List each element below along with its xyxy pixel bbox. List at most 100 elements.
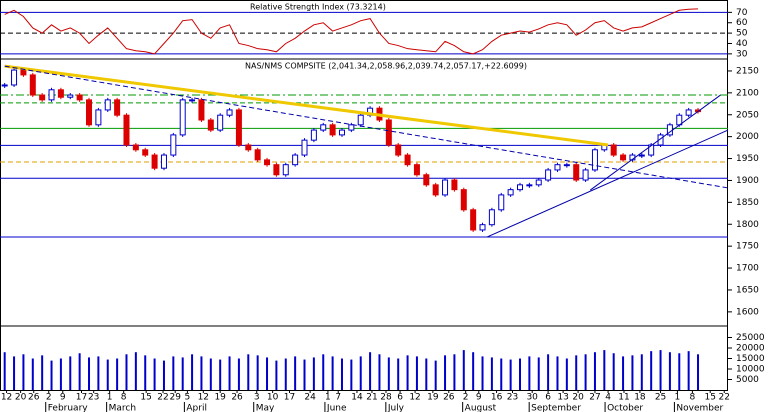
candle [329, 124, 336, 136]
candle [638, 154, 645, 157]
price-title: NAS/NMS COMPSITE (2,041.34,2,058.96,2,03… [245, 62, 527, 71]
y-tick-label: 70 [736, 8, 748, 18]
volume-bar [200, 356, 203, 390]
x-tick-label: 20 [572, 393, 584, 403]
volume-bar [359, 356, 362, 390]
volume-bar [106, 359, 109, 390]
y-tick-label: 60 [736, 18, 748, 28]
volume-bar [640, 354, 643, 390]
x-tick-label: 10 [267, 393, 279, 403]
y-tick-label: 20000 [736, 344, 765, 354]
candle [310, 129, 317, 141]
volume-bar [575, 355, 578, 390]
frame [0, 0, 728, 391]
candle [132, 144, 139, 151]
x-tick-label: 17 [284, 393, 295, 403]
x-tick-label: 7 [335, 393, 341, 403]
month-label: June [326, 404, 347, 412]
volume-bar [462, 350, 465, 390]
y-tick-label: 50 [736, 29, 748, 39]
candle [404, 154, 411, 166]
volume-bar [340, 358, 343, 390]
candle [282, 164, 289, 176]
candle [591, 149, 598, 171]
volume-bar [697, 354, 700, 390]
x-tick-label: 1 [325, 393, 331, 403]
candle [95, 109, 102, 126]
candle [563, 164, 570, 167]
candle [179, 99, 186, 136]
candle [460, 189, 467, 211]
x-tick-label: 24 [304, 393, 316, 403]
candle [151, 154, 158, 169]
volume-bar [500, 358, 503, 390]
candle [254, 149, 261, 161]
candle [11, 69, 18, 86]
volume-bar [162, 360, 165, 390]
candle [39, 94, 46, 101]
candle [573, 164, 580, 181]
candle [320, 124, 327, 131]
candle [385, 119, 392, 146]
volume-bar [472, 352, 475, 390]
volume-bar [41, 355, 44, 390]
x-tick-label: 11 [618, 393, 629, 403]
x-tick-label: 3 [254, 393, 260, 403]
x-tick-label: 13 [557, 393, 568, 403]
y-tick-label: 1700 [736, 264, 759, 274]
y-tick-label: 10000 [736, 365, 765, 375]
volume-bar [556, 356, 559, 390]
x-tick-label: 29 [169, 393, 181, 403]
x-tick-label: 9 [60, 393, 66, 403]
volume-bar [69, 356, 72, 390]
candle [273, 164, 280, 176]
x-tick-label: 26 [443, 393, 455, 403]
volume-bar [247, 354, 250, 390]
x-tick-label: 4 [605, 393, 611, 403]
volume-bar [228, 356, 231, 390]
y-tick-label: 1750 [736, 242, 759, 252]
x-tick-label: 17 [76, 393, 87, 403]
candle [264, 159, 271, 166]
x-tick-label: 30 [526, 393, 538, 403]
y-tick-label: 1900 [736, 176, 759, 186]
y-tick-label: 1950 [736, 154, 759, 164]
volume-bar [519, 358, 521, 390]
x-tick-label: 8 [121, 393, 127, 403]
volume-bar [509, 359, 512, 390]
month-label: November [676, 404, 723, 412]
x-tick-label: 5 [185, 393, 191, 403]
volume-bar [584, 354, 587, 390]
month-label: September [531, 404, 581, 412]
y-tick-label: 25000 [736, 333, 765, 343]
volume-bar [678, 353, 681, 390]
trend-line [4, 64, 609, 147]
candle [29, 74, 36, 96]
volume-bar [650, 351, 653, 390]
candle [517, 184, 523, 191]
volume-bar [13, 356, 16, 390]
volume-bar [378, 354, 381, 390]
volume-bar [322, 354, 325, 390]
x-tick-label: 22 [719, 393, 730, 403]
x-tick-label: 28 [380, 393, 392, 403]
volume-bar [125, 354, 128, 390]
candle [470, 209, 477, 231]
volume-bar [191, 354, 194, 390]
x-tick-label: 12 [198, 393, 209, 403]
candle [657, 134, 664, 146]
x-tick-label: 22 [157, 393, 168, 403]
candle [545, 169, 552, 181]
trend-line [4, 65, 729, 189]
x-tick-label: 1 [107, 393, 113, 403]
candle [582, 169, 589, 181]
candle [554, 164, 561, 171]
candle [189, 99, 196, 102]
candle [348, 124, 355, 131]
x-tick-label: 1 [675, 393, 681, 403]
volume-bar [350, 359, 353, 390]
candle [535, 179, 542, 186]
volume-bar [659, 350, 662, 390]
y-tick-label: 40 [736, 39, 748, 49]
volume-bar [425, 358, 428, 390]
